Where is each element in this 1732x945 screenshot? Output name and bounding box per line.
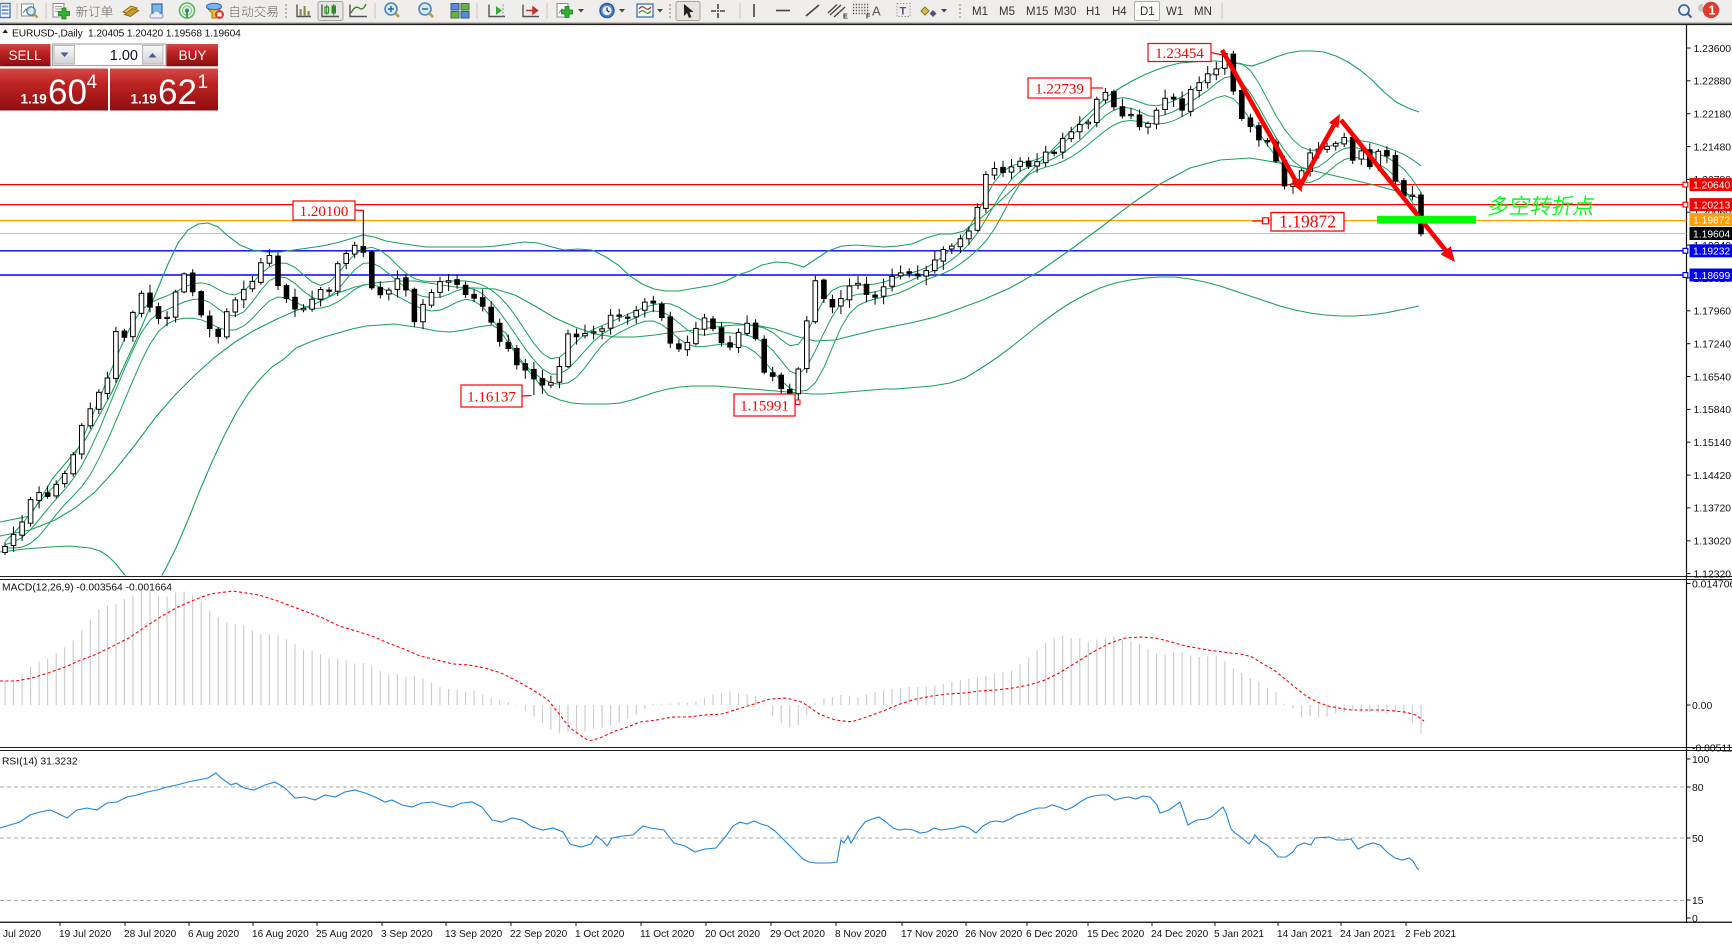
svg-text:1.15140: 1.15140 <box>1694 438 1732 449</box>
svg-text:1.20640: 1.20640 <box>1693 180 1730 191</box>
svg-text:20 Oct 2020: 20 Oct 2020 <box>705 929 760 940</box>
svg-text:80: 80 <box>1692 783 1704 794</box>
svg-text:1 Oct 2020: 1 Oct 2020 <box>575 929 625 940</box>
svg-text:14 Jan 2021: 14 Jan 2021 <box>1277 929 1333 940</box>
svg-text:4: 4 <box>87 72 98 93</box>
svg-text:M5: M5 <box>999 6 1015 18</box>
svg-text:1.00: 1.00 <box>110 48 138 64</box>
svg-text:E: E <box>843 14 848 21</box>
svg-text:28 Jul 2020: 28 Jul 2020 <box>124 929 177 940</box>
svg-text:D1: D1 <box>1140 6 1155 18</box>
svg-text:1.19: 1.19 <box>131 91 157 106</box>
svg-text:50: 50 <box>1692 834 1704 845</box>
svg-text:H4: H4 <box>1112 6 1127 18</box>
svg-text:1.17240: 1.17240 <box>1694 340 1732 351</box>
svg-text:24 Dec 2020: 24 Dec 2020 <box>1151 929 1209 940</box>
svg-text:M30: M30 <box>1054 6 1076 18</box>
svg-text:60: 60 <box>48 73 87 112</box>
svg-text:3 Sep 2020: 3 Sep 2020 <box>381 929 433 940</box>
svg-text:5 Jan 2021: 5 Jan 2021 <box>1214 929 1264 940</box>
svg-text:M1: M1 <box>972 6 988 18</box>
svg-text:Jul 2020: Jul 2020 <box>3 929 42 940</box>
svg-text:19 Jul 2020: 19 Jul 2020 <box>59 929 112 940</box>
svg-text:13 Sep 2020: 13 Sep 2020 <box>445 929 503 940</box>
svg-text:-0.005113: -0.005113 <box>1692 743 1732 754</box>
svg-text:1.17960: 1.17960 <box>1694 307 1732 318</box>
svg-text:T: T <box>900 6 907 18</box>
svg-text:1.19: 1.19 <box>21 91 47 106</box>
svg-text:A: A <box>872 4 881 19</box>
svg-text:25 Aug 2020: 25 Aug 2020 <box>316 929 373 940</box>
svg-text:H1: H1 <box>1086 6 1101 18</box>
svg-text:1.20100: 1.20100 <box>300 204 349 220</box>
svg-text:1.14420: 1.14420 <box>1694 471 1732 482</box>
svg-text:1.21480: 1.21480 <box>1694 142 1732 153</box>
svg-text:24 Jan 2021: 24 Jan 2021 <box>1340 929 1396 940</box>
svg-text:2 Feb 2021: 2 Feb 2021 <box>1405 929 1456 940</box>
svg-text:F: F <box>866 14 871 21</box>
svg-text:1.16137: 1.16137 <box>467 389 516 405</box>
svg-text:1.13020: 1.13020 <box>1694 537 1732 548</box>
svg-text:62: 62 <box>158 73 197 112</box>
svg-text:1.22180: 1.22180 <box>1694 110 1732 121</box>
svg-text:1.18699: 1.18699 <box>1693 271 1730 282</box>
svg-text:1.15991: 1.15991 <box>740 398 789 414</box>
svg-text:16 Aug 2020: 16 Aug 2020 <box>252 929 309 940</box>
svg-text:1.19872: 1.19872 <box>1693 215 1730 226</box>
svg-text:1.12320: 1.12320 <box>1694 569 1732 580</box>
svg-text:26 Nov 2020: 26 Nov 2020 <box>965 929 1023 940</box>
svg-text:BUY: BUY <box>179 48 207 63</box>
svg-text:17 Nov 2020: 17 Nov 2020 <box>901 929 959 940</box>
svg-text:1.23454: 1.23454 <box>1155 46 1204 62</box>
svg-text:W1: W1 <box>1166 6 1183 18</box>
svg-text:1.19232: 1.19232 <box>1693 247 1730 258</box>
svg-text:0.00: 0.00 <box>1692 701 1712 712</box>
svg-text:15: 15 <box>1692 896 1704 907</box>
svg-text:1.20213: 1.20213 <box>1693 200 1730 211</box>
svg-text:29 Oct 2020: 29 Oct 2020 <box>770 929 825 940</box>
svg-text:1.19604: 1.19604 <box>1693 229 1730 240</box>
svg-text:11 Oct 2020: 11 Oct 2020 <box>640 929 695 940</box>
svg-text:22 Sep 2020: 22 Sep 2020 <box>510 929 568 940</box>
svg-text:1.15840: 1.15840 <box>1694 405 1732 416</box>
svg-text:1: 1 <box>1709 4 1716 18</box>
svg-text:0: 0 <box>1692 914 1698 925</box>
svg-text:8 Nov 2020: 8 Nov 2020 <box>835 929 887 940</box>
svg-text:1.22880: 1.22880 <box>1694 77 1732 88</box>
svg-text:1.23600: 1.23600 <box>1694 44 1732 55</box>
svg-text:MN: MN <box>1194 6 1212 18</box>
svg-text:0.014706: 0.014706 <box>1692 579 1732 590</box>
svg-text:1.16540: 1.16540 <box>1694 372 1732 383</box>
svg-text:EURUSD-,Daily 1.20405 1.20420: EURUSD-,Daily 1.20405 1.20420 1.19568 1.… <box>12 29 241 40</box>
svg-text:6 Dec 2020: 6 Dec 2020 <box>1026 929 1078 940</box>
svg-text:M15: M15 <box>1026 6 1048 18</box>
svg-text:1.13720: 1.13720 <box>1694 504 1732 515</box>
svg-text:1: 1 <box>198 72 209 93</box>
svg-text:RSI(14) 31.3232: RSI(14) 31.3232 <box>2 757 78 768</box>
svg-text:SELL: SELL <box>8 48 42 63</box>
svg-text:1.22739: 1.22739 <box>1035 81 1084 97</box>
svg-text:MACD(12,26,9) -0.003564 -0.001: MACD(12,26,9) -0.003564 -0.001664 <box>2 583 172 594</box>
svg-text:1.19872: 1.19872 <box>1279 212 1336 232</box>
svg-text:6 Aug 2020: 6 Aug 2020 <box>188 929 239 940</box>
svg-text:15 Dec 2020: 15 Dec 2020 <box>1087 929 1145 940</box>
svg-text:100: 100 <box>1692 755 1710 766</box>
